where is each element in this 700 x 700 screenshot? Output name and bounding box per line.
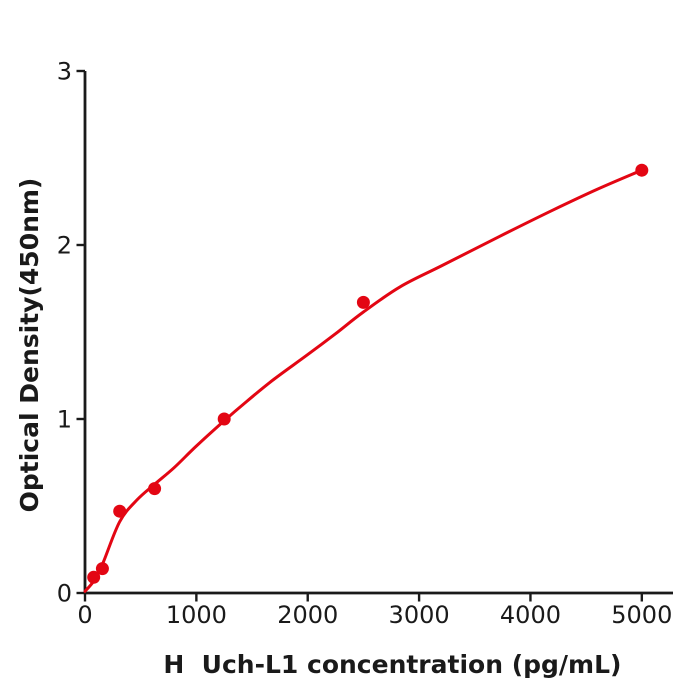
- x-tick-label: 2000: [277, 601, 338, 629]
- data-point: [87, 570, 101, 584]
- data-point: [217, 412, 231, 426]
- x-tick-label: 4000: [500, 601, 561, 629]
- y-tick-label: 3: [57, 58, 72, 86]
- y-tick-label: 1: [57, 406, 72, 434]
- data-point: [148, 482, 162, 496]
- axes: [83, 71, 673, 595]
- x-axis-title: H Uch-L1 concentration (pg/mL): [163, 650, 621, 679]
- x-axis-ticks: 0 1000 2000 3000 4000 5000: [77, 593, 672, 629]
- y-tick-label: 0: [57, 580, 72, 608]
- y-axis-title: Optical Density(450nm): [15, 178, 44, 513]
- y-axis-ticks: 0 1 2 3: [57, 58, 85, 608]
- x-tick-label: 5000: [611, 601, 672, 629]
- y-tick-label: 2: [57, 232, 72, 260]
- fit-curve: [83, 168, 644, 593]
- x-tick-label: 1000: [166, 601, 227, 629]
- data-points: [87, 163, 649, 584]
- data-point: [356, 295, 370, 309]
- data-point: [113, 504, 127, 518]
- fit-curve-path: [83, 168, 644, 593]
- axis-spines: [83, 71, 673, 595]
- x-tick-label: 0: [77, 601, 92, 629]
- x-tick-label: 3000: [389, 601, 450, 629]
- data-point: [635, 163, 649, 177]
- data-point: [95, 562, 109, 576]
